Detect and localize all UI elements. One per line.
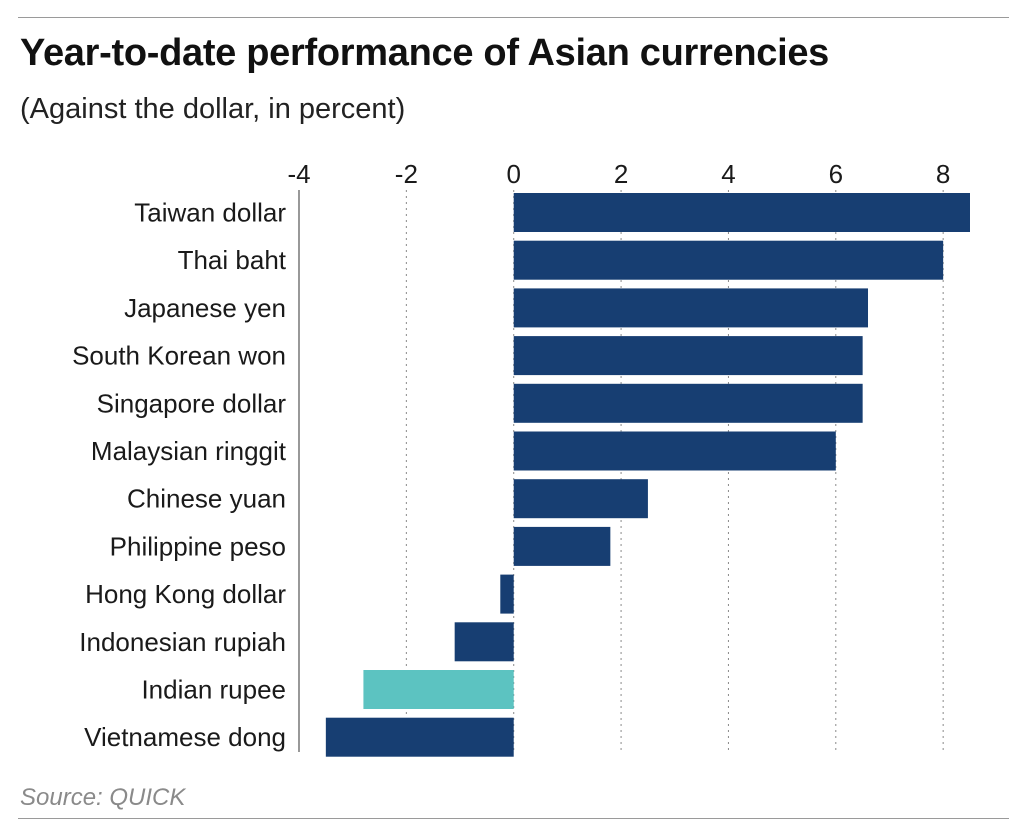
bar-8 bbox=[500, 574, 514, 614]
category-label: Chinese yuan bbox=[127, 484, 286, 514]
x-tick-label: 4 bbox=[721, 159, 735, 189]
x-tick-label: 2 bbox=[614, 159, 628, 189]
category-label: Singapore dollar bbox=[97, 388, 287, 418]
top-rule bbox=[18, 17, 1009, 18]
x-tick-label: 0 bbox=[506, 159, 520, 189]
category-label: Indonesian rupiah bbox=[79, 627, 286, 657]
bar-6 bbox=[513, 479, 648, 519]
x-tick-label: 8 bbox=[936, 159, 950, 189]
bar-10 bbox=[363, 670, 514, 709]
bar-7 bbox=[513, 526, 611, 566]
category-label: Thai baht bbox=[178, 245, 287, 275]
category-label: Hong Kong dollar bbox=[85, 579, 286, 609]
chart-title: Year-to-date performance of Asian curren… bbox=[20, 32, 829, 74]
bar-1 bbox=[513, 240, 944, 280]
source-note: Source: QUICK bbox=[20, 784, 186, 811]
category-label: Taiwan dollar bbox=[134, 198, 286, 228]
category-label: South Korean won bbox=[72, 341, 286, 371]
x-tick-label: -2 bbox=[395, 159, 418, 189]
bottom-rule bbox=[18, 818, 1009, 819]
category-label: Japanese yen bbox=[124, 293, 286, 323]
bar-3 bbox=[513, 336, 863, 376]
x-tick-label: 6 bbox=[829, 159, 843, 189]
category-label: Philippine peso bbox=[110, 531, 286, 561]
category-label: Vietnamese dong bbox=[84, 722, 286, 752]
bar-4 bbox=[513, 383, 863, 423]
bars bbox=[325, 193, 970, 757]
bar-0 bbox=[513, 193, 970, 232]
x-tick-labels: -4 -2 0 2 4 6 8 bbox=[287, 159, 950, 189]
bar-11 bbox=[325, 717, 514, 757]
bar-9 bbox=[454, 622, 514, 662]
bar-5 bbox=[513, 431, 836, 471]
category-labels: Taiwan dollar Thai baht Japanese yen South … bbox=[72, 198, 287, 753]
x-tick-label: -4 bbox=[287, 159, 310, 189]
category-label: Indian rupee bbox=[141, 675, 286, 705]
chart-subtitle: (Against the dollar, in percent) bbox=[20, 93, 406, 125]
category-label: Malaysian ringgit bbox=[91, 436, 287, 466]
bar-2 bbox=[513, 288, 869, 328]
